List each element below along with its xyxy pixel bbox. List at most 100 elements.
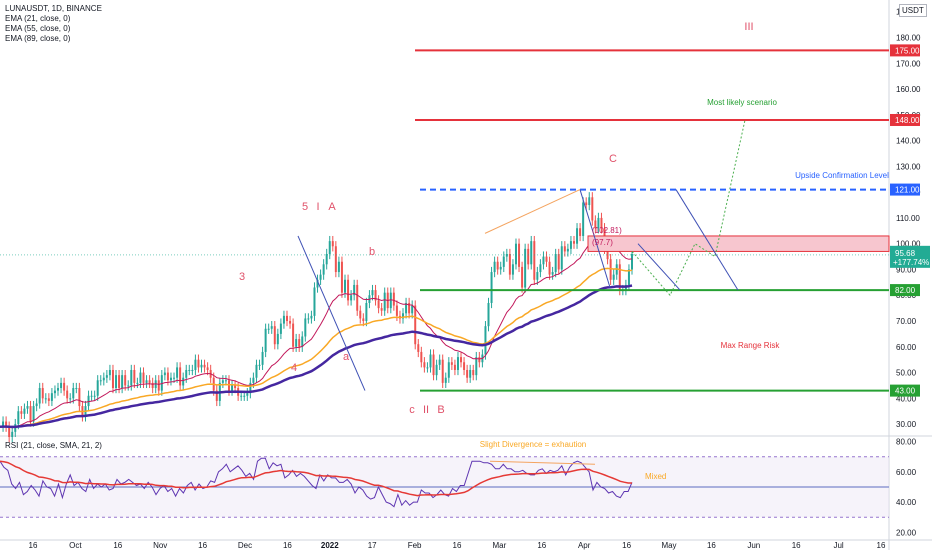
candle-body [618, 264, 621, 291]
wave-label-B: B [437, 404, 444, 416]
candle-body [530, 241, 533, 265]
fib-label-1: (102.81) [592, 226, 622, 235]
candle-body [380, 308, 383, 311]
candle-body [572, 241, 575, 244]
candle-body [66, 390, 69, 399]
candle-body [57, 388, 60, 391]
level-tag-label: 175.00 [895, 46, 920, 55]
candle-body [179, 367, 182, 386]
current-price-change: +177.74% [893, 258, 929, 267]
candle-body [432, 354, 435, 376]
candle-body [29, 406, 32, 422]
candle-body [191, 369, 194, 371]
candle-body [426, 367, 429, 369]
candle-body [60, 382, 63, 389]
candle-body [563, 246, 566, 252]
candle-body [353, 284, 356, 296]
rsi-divergence-line [489, 460, 596, 465]
price-tick-label: 60.00 [896, 343, 917, 352]
candle-body [472, 369, 475, 376]
candle-body [227, 380, 230, 391]
candle-body [20, 411, 23, 414]
candle-body [334, 246, 337, 273]
candle-body [524, 248, 527, 288]
candle-body [389, 292, 392, 309]
candle-body [270, 326, 273, 329]
candle-body [505, 254, 508, 257]
candle-body [292, 323, 295, 347]
ema89-line [0, 284, 633, 429]
time-tick-label: 17 [368, 541, 377, 550]
candle-body [450, 362, 453, 365]
ema55-line [0, 267, 633, 428]
candle-body [557, 254, 560, 270]
candle-body [115, 375, 118, 389]
candle-body [121, 375, 124, 389]
candle-body [325, 254, 328, 265]
level-tag [890, 113, 920, 126]
symbol-title[interactable]: LUNAUSDT, 1D, BINANCE [5, 4, 102, 13]
indicator-legend: LUNAUSDT, 1D, BINANCE EMA (21, close, 0)… [5, 4, 102, 44]
candle-body [408, 302, 411, 314]
bear-arrow-2 [675, 189, 739, 291]
wave-label-5: 5 [302, 201, 308, 213]
candle-body [78, 388, 81, 407]
candle-body [313, 287, 316, 316]
candle-body [90, 395, 93, 397]
upside-confirmation-label: Upside Confirmation Level [795, 171, 889, 180]
candle-body [206, 367, 209, 370]
rsi-legend[interactable]: RSI (21, close, SMA, 21, 2) [5, 441, 102, 450]
candle-body [322, 264, 325, 275]
time-tick-label: 16 [453, 541, 462, 550]
candle-body [38, 388, 41, 404]
level-tag-label: 121.00 [895, 186, 920, 195]
divergence-label: Slight Divergence = exhaution [480, 440, 587, 449]
ema21-legend[interactable]: EMA (21, close, 0) [5, 14, 71, 23]
candle-body [579, 228, 582, 236]
candle-body [139, 372, 142, 383]
candle-body [514, 243, 517, 265]
candle-body [279, 323, 282, 334]
current-price-tag [890, 245, 930, 268]
candle-body [340, 261, 343, 293]
time-tick-label: Nov [153, 541, 167, 550]
candle-body [2, 421, 5, 427]
candle-body [374, 290, 377, 301]
candle-body [420, 351, 423, 363]
candle-body [221, 380, 224, 383]
candle-body [576, 228, 579, 244]
time-tick-label: Oct [69, 541, 82, 550]
price-tick-label: 70.00 [896, 317, 917, 326]
max-range-risk-label: Max Range Risk [721, 341, 781, 350]
candle-body [157, 380, 160, 391]
candle-body [26, 406, 29, 409]
time-tick-label: 16 [707, 541, 716, 550]
candle-body [301, 336, 304, 347]
candle-body [8, 426, 11, 437]
candle-body [282, 315, 285, 324]
time-tick-label: 16 [198, 541, 207, 550]
candle-body [267, 328, 270, 330]
candle-body [35, 403, 38, 407]
ema55-legend[interactable]: EMA (55, close, 0) [5, 24, 71, 33]
current-price-value: 95.68 [895, 249, 916, 258]
candle-body [69, 398, 72, 400]
candle-body [444, 377, 447, 383]
candle-body [203, 364, 206, 368]
candle-body [17, 411, 20, 425]
candle-body [246, 393, 249, 396]
candle-body [542, 256, 545, 265]
currency-badge[interactable]: USDT [899, 4, 927, 17]
time-tick-label: 16 [877, 541, 886, 550]
candle-body [362, 318, 365, 322]
candle-body [215, 390, 218, 401]
time-tick-label: 16 [537, 541, 546, 550]
candle-body [285, 315, 288, 322]
candle-body [560, 246, 563, 270]
ema89-legend[interactable]: EMA (89, close, 0) [5, 34, 71, 43]
most-likely-label: Most likely scenario [707, 98, 777, 107]
candle-body [344, 279, 347, 293]
price-tick-label: 140.00 [896, 137, 921, 146]
